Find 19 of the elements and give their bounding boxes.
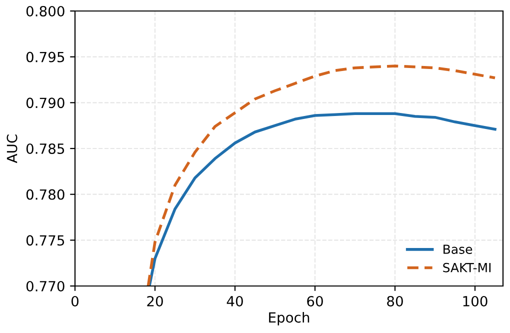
x-tick-label: 100 xyxy=(463,296,488,306)
y-tick-label: 0.795 xyxy=(26,52,64,62)
x-tick-label: 60 xyxy=(307,296,323,306)
x-tick-label: 40 xyxy=(226,296,243,306)
y-tick-label: 0.800 xyxy=(26,6,64,16)
line-series xyxy=(148,112,496,286)
y-axis-title: AUC xyxy=(6,134,18,164)
y-tick-label: 0.780 xyxy=(26,189,64,200)
line-series xyxy=(146,64,496,286)
x-tick-label: 20 xyxy=(147,296,163,306)
x-tick-label: 0 xyxy=(71,296,78,306)
y-tick-label: 0.770 xyxy=(26,280,64,292)
x-tick-label: 80 xyxy=(387,296,403,306)
legend-label: SAKT-MI xyxy=(443,262,491,272)
legend-label: Base xyxy=(444,244,472,254)
y-tick-label: 0.775 xyxy=(26,235,64,246)
y-tick-label: 0.785 xyxy=(26,143,64,154)
x-axis-title: Epoch xyxy=(269,312,310,326)
y-tick-label: 0.790 xyxy=(26,98,64,108)
